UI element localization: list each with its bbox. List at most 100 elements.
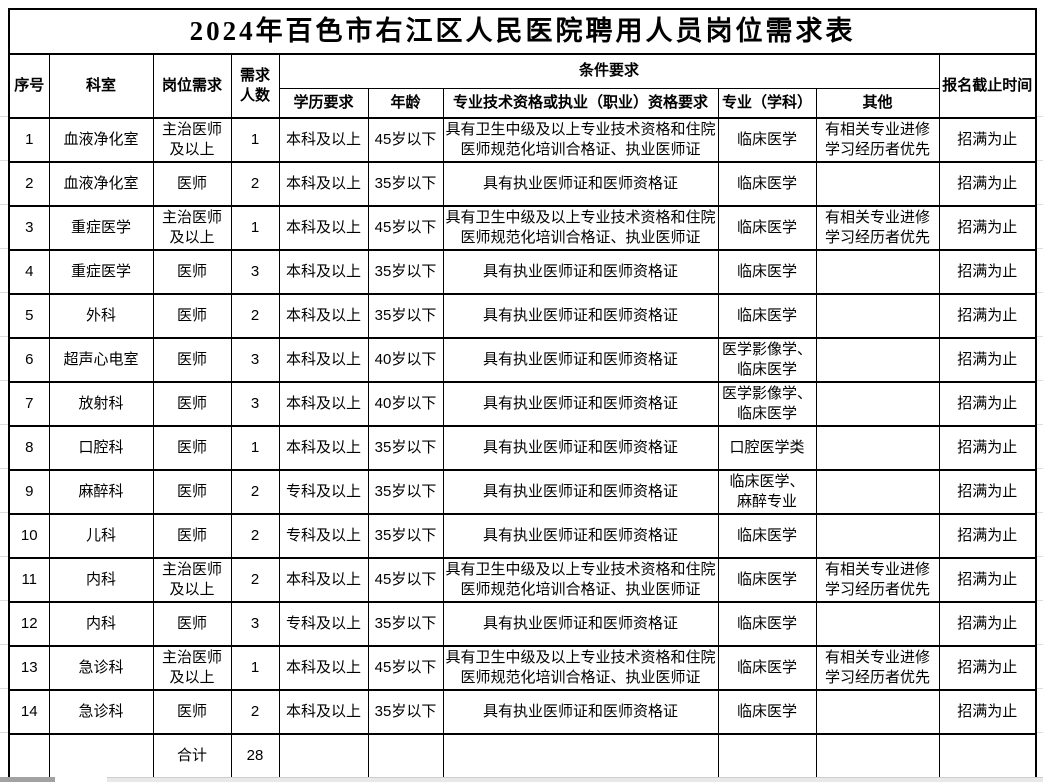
cell-qualification: 具有卫生中级及以上专业技术资格和住院 医师规范化培训合格证、执业医师证 <box>442 645 719 691</box>
col-header-education: 学历要求 <box>278 87 369 119</box>
cell-major: 临床医学 <box>717 249 817 295</box>
cell-deadline: 招满为止 <box>938 513 1037 559</box>
cell-major <box>717 733 817 779</box>
table-row: 4 重症医学 医师 3 本科及以上 35岁以下 具有执业医师证和医师资格证 临床医学 招满为止 <box>8 249 1037 295</box>
cell-deadline: 招满为止 <box>938 205 1037 251</box>
table-row: 7 放射科 医师 3 本科及以上 40岁以下 具有执业医师证和医师资格证 医学影像学、 临床医… <box>8 381 1037 427</box>
cell-qualification: 具有执业医师证和医师资格证 <box>442 513 719 559</box>
cell-deadline: 招满为止 <box>938 645 1037 691</box>
cell-major: 临床医学 <box>717 689 817 735</box>
cell-other: 有相关专业进修 学习经历者优先 <box>815 645 940 691</box>
cell-age: 45岁以下 <box>367 205 444 251</box>
cell-deadline: 招满为止 <box>938 337 1037 383</box>
cell-major: 临床医学 <box>717 645 817 691</box>
title-row: 2024年百色市右江区人民医院聘用人员岗位需求表 <box>8 8 1037 55</box>
cell-count: 2 <box>230 293 280 339</box>
cell-deadline: 招满为止 <box>938 249 1037 295</box>
sheet-tab-segment[interactable] <box>0 777 55 782</box>
table-row: 14 急诊科 医师 2 本科及以上 35岁以下 具有执业医师证和医师资格证 临床医学 招满为止 <box>8 689 1037 735</box>
cell-no: 1 <box>8 117 50 163</box>
table-row: 12 内科 医师 3 专科及以上 35岁以下 具有执业医师证和医师资格证 临床医学 招满为止 <box>8 601 1037 647</box>
cell-position: 主治医师 及以上 <box>152 557 232 603</box>
col-header-other: 其他 <box>815 87 940 119</box>
cell-no: 9 <box>8 469 50 515</box>
cell-education: 本科及以上 <box>278 689 369 735</box>
cell-education: 本科及以上 <box>278 557 369 603</box>
cell-count: 3 <box>230 249 280 295</box>
table-row: 10 儿科 医师 2 专科及以上 35岁以下 具有执业医师证和医师资格证 临床医学 招满为止 <box>8 513 1037 559</box>
cell-other <box>815 425 940 471</box>
table-row: 2 血液净化室 医师 2 本科及以上 35岁以下 具有执业医师证和医师资格证 临床医学 招满为止 <box>8 161 1037 207</box>
cell-no <box>8 733 50 779</box>
col-header-department: 科室 <box>48 53 154 119</box>
cell-no: 5 <box>8 293 50 339</box>
cell-qualification: 具有执业医师证和医师资格证 <box>442 469 719 515</box>
cell-position: 医师 <box>152 337 232 383</box>
cell-age: 35岁以下 <box>367 161 444 207</box>
cell-major: 临床医学 <box>717 117 817 163</box>
col-header-position: 岗位需求 <box>152 53 232 119</box>
cell-age: 40岁以下 <box>367 381 444 427</box>
cell-other: 有相关专业进修 学习经历者优先 <box>815 205 940 251</box>
cell-department: 急诊科 <box>48 645 154 691</box>
cell-count: 2 <box>230 469 280 515</box>
right-margin-gridlines <box>1035 73 1043 776</box>
cell-major: 临床医学 <box>717 205 817 251</box>
cell-no: 8 <box>8 425 50 471</box>
cell-other <box>815 733 940 779</box>
cell-education: 本科及以上 <box>278 293 369 339</box>
cell-other <box>815 469 940 515</box>
cell-major: 临床医学、 麻醉专业 <box>717 469 817 515</box>
cell-deadline: 招满为止 <box>938 425 1037 471</box>
cell-major: 医学影像学、 临床医学 <box>717 337 817 383</box>
cell-department: 急诊科 <box>48 689 154 735</box>
cell-major: 临床医学 <box>717 161 817 207</box>
cell-no: 2 <box>8 161 50 207</box>
cell-age: 35岁以下 <box>367 293 444 339</box>
cell-no: 3 <box>8 205 50 251</box>
cell-no: 14 <box>8 689 50 735</box>
col-header-no: 序号 <box>8 53 50 119</box>
cell-deadline: 招满为止 <box>938 689 1037 735</box>
cell-count: 2 <box>230 689 280 735</box>
sheet-tab-strip[interactable] <box>0 777 1043 782</box>
table-row: 9 麻醉科 医师 2 专科及以上 35岁以下 具有执业医师证和医师资格证 临床医学、 麻醉专业… <box>8 469 1037 515</box>
cell-qualification: 具有卫生中级及以上专业技术资格和住院 医师规范化培训合格证、执业医师证 <box>442 205 719 251</box>
cell-department: 血液净化室 <box>48 117 154 163</box>
cell-age: 35岁以下 <box>367 469 444 515</box>
cell-deadline <box>938 733 1037 779</box>
cell-qualification: 具有执业医师证和医师资格证 <box>442 337 719 383</box>
cell-count: 1 <box>230 117 280 163</box>
cell-department: 重症医学 <box>48 205 154 251</box>
cell-education: 本科及以上 <box>278 117 369 163</box>
cell-age: 45岁以下 <box>367 557 444 603</box>
cell-age <box>367 733 444 779</box>
cell-major: 医学影像学、 临床医学 <box>717 381 817 427</box>
col-header-age: 年龄 <box>367 87 444 119</box>
cell-count: 28 <box>230 733 280 779</box>
cell-deadline: 招满为止 <box>938 557 1037 603</box>
cell-age: 45岁以下 <box>367 117 444 163</box>
cell-qualification: 具有执业医师证和医师资格证 <box>442 601 719 647</box>
cell-no: 10 <box>8 513 50 559</box>
cell-no: 7 <box>8 381 50 427</box>
cell-count: 2 <box>230 161 280 207</box>
col-header-major: 专业（学科） <box>717 87 817 119</box>
cell-count: 1 <box>230 205 280 251</box>
cell-major: 临床医学 <box>717 513 817 559</box>
sheet-tab-segment[interactable] <box>55 777 107 782</box>
cell-other <box>815 337 940 383</box>
cell-other <box>815 513 940 559</box>
cell-position: 医师 <box>152 293 232 339</box>
cell-other <box>815 601 940 647</box>
recruitment-table: 2024年百色市右江区人民医院聘用人员岗位需求表 序号 科室 岗位需求 需求 人… <box>8 8 1038 779</box>
cell-no: 11 <box>8 557 50 603</box>
table-row: 11 内科 主治医师 及以上 2 本科及以上 45岁以下 具有卫生中级及以上专业技术资格和住… <box>8 557 1037 603</box>
cell-position: 医师 <box>152 513 232 559</box>
cell-education: 本科及以上 <box>278 161 369 207</box>
table-header: 2024年百色市右江区人民医院聘用人员岗位需求表 序号 科室 岗位需求 需求 人… <box>8 8 1037 119</box>
cell-no: 6 <box>8 337 50 383</box>
cell-count: 3 <box>230 381 280 427</box>
page-title: 2024年百色市右江区人民医院聘用人员岗位需求表 <box>8 8 1037 55</box>
total-row: 合计 28 <box>8 733 1037 779</box>
